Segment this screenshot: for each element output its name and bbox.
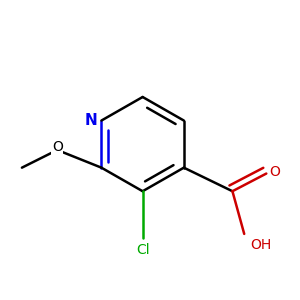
Text: OH: OH xyxy=(250,238,272,252)
Text: O: O xyxy=(52,140,63,154)
Text: O: O xyxy=(269,165,280,179)
Text: Cl: Cl xyxy=(136,243,149,257)
Text: N: N xyxy=(84,113,97,128)
